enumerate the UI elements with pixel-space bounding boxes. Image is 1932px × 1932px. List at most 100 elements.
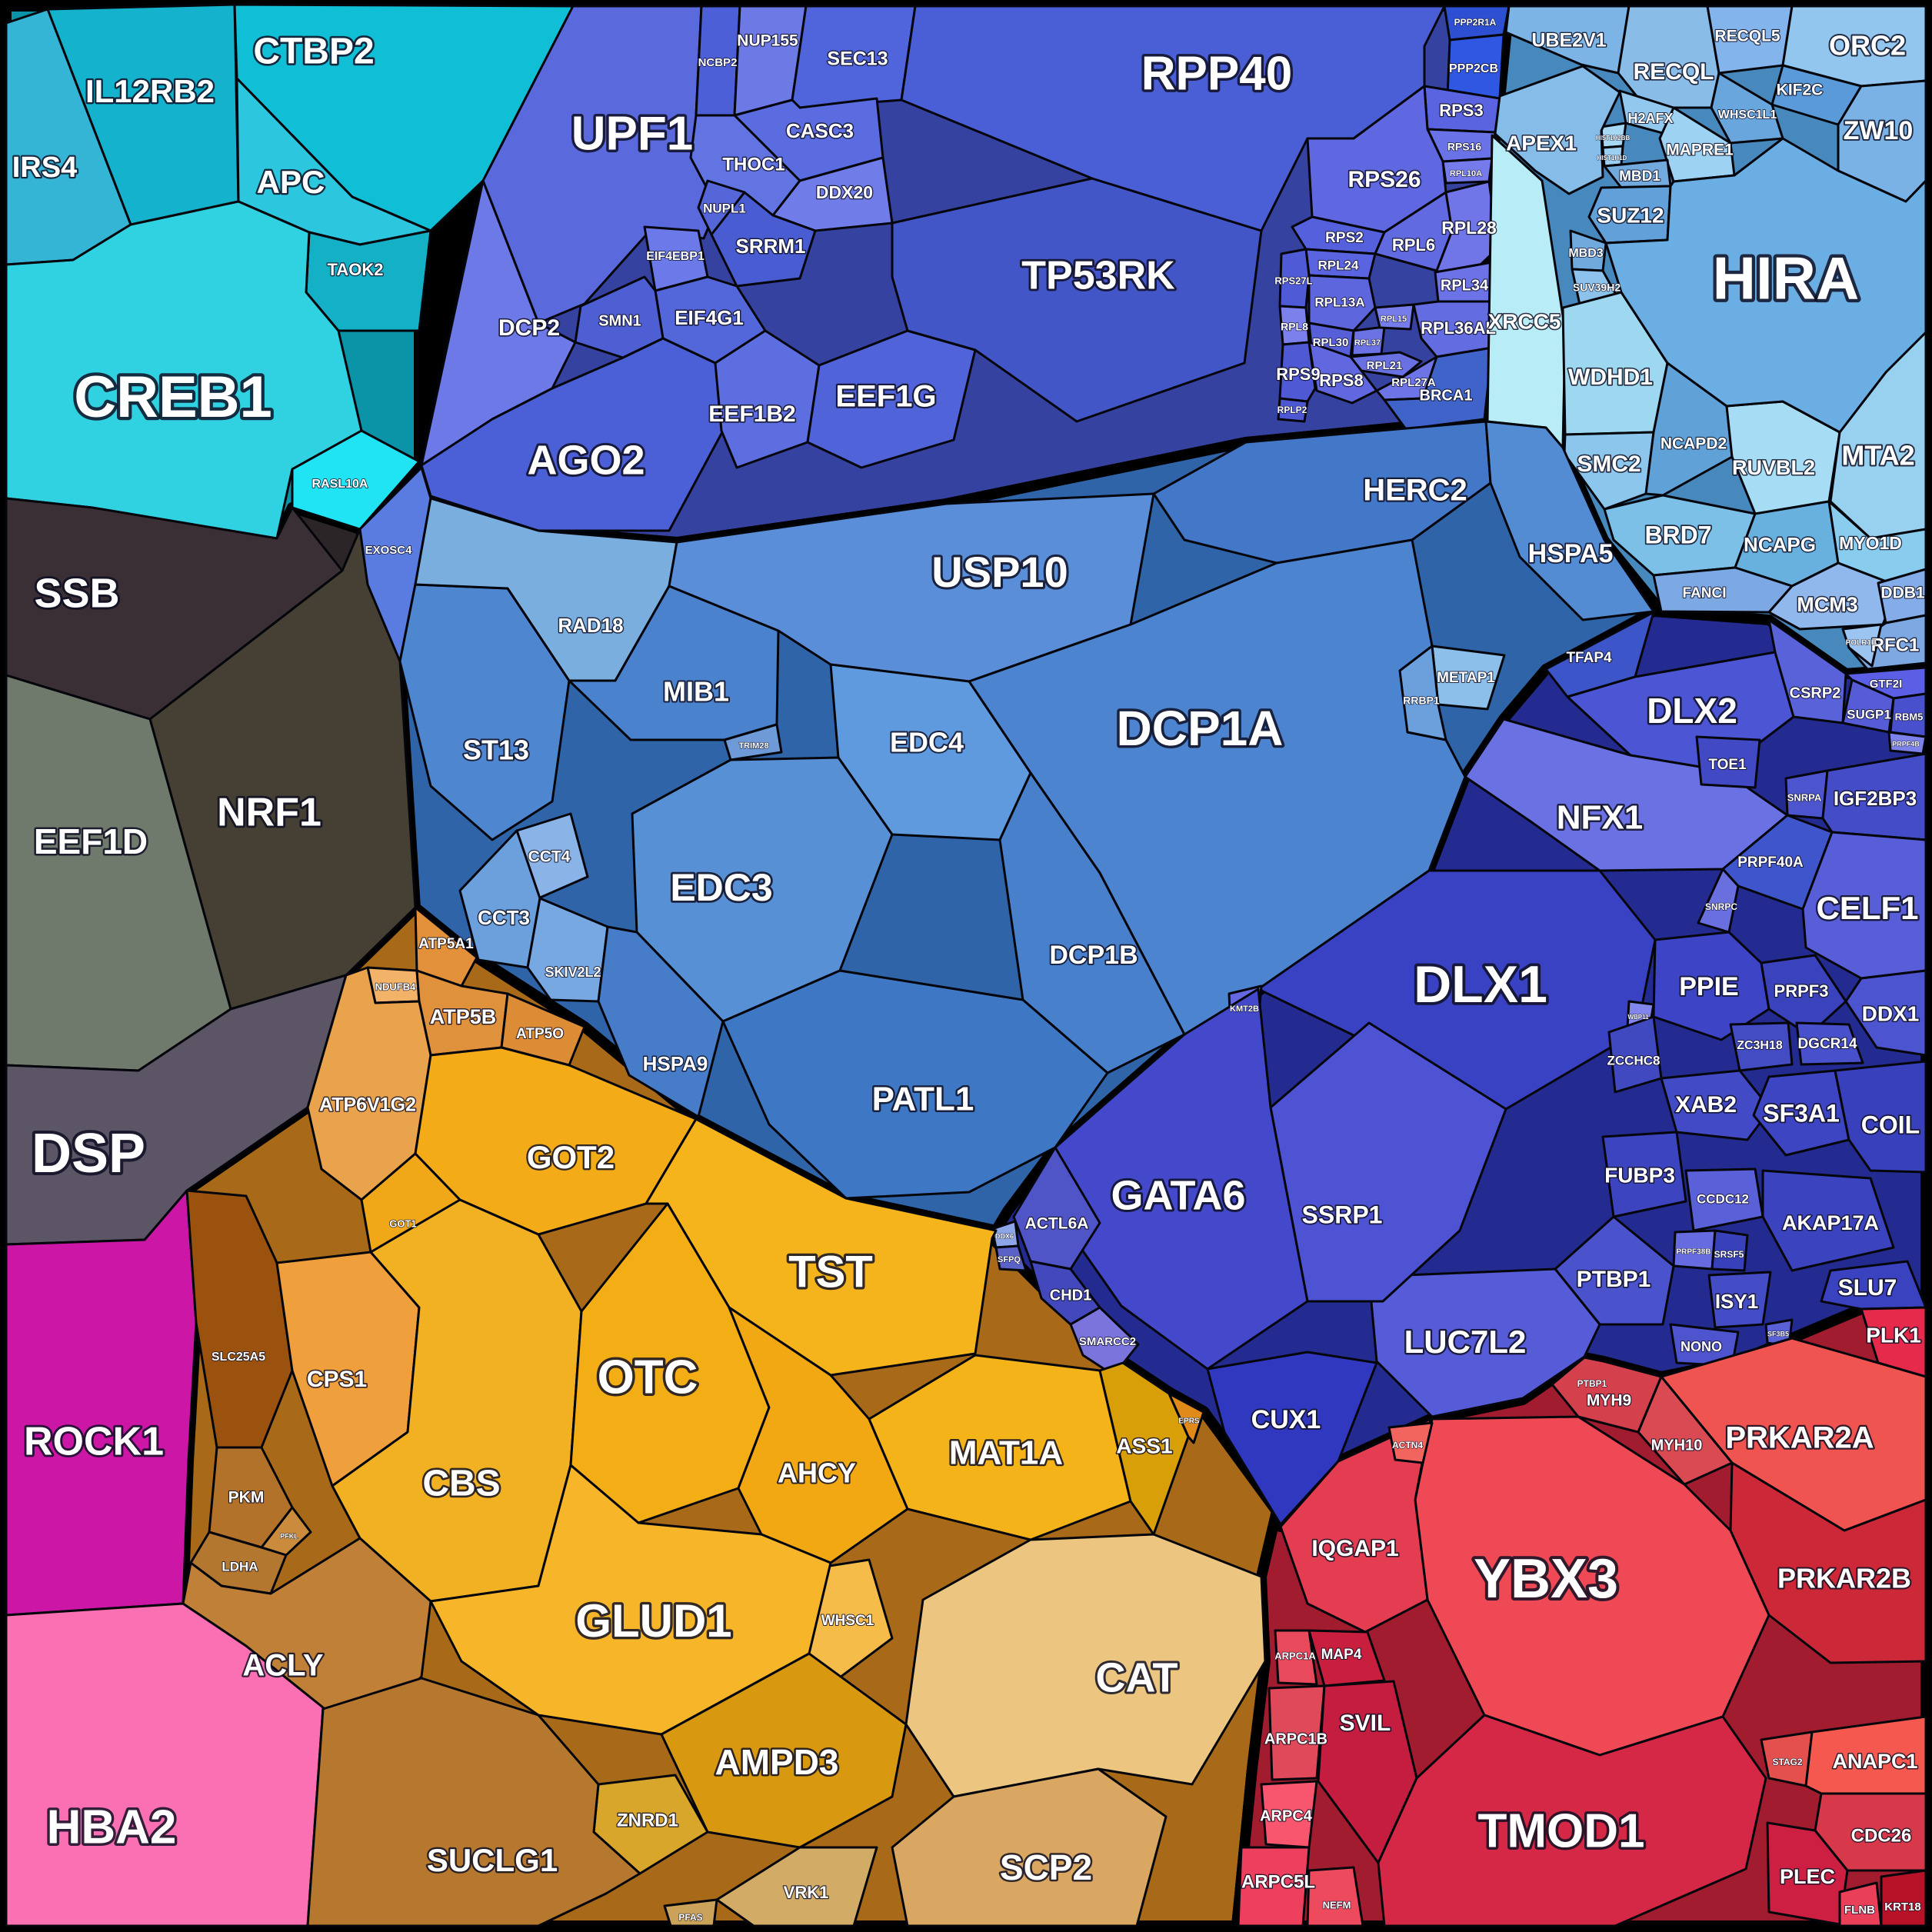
cell-KRT18[interactable] [1880, 1869, 1927, 1927]
cell-GATA6[interactable] [1054, 988, 1309, 1371]
cell-RPL15[interactable] [1374, 303, 1415, 331]
label-CUX1: CUX1 [1251, 1405, 1321, 1434]
label-CHD1: CHD1 [1050, 1287, 1091, 1304]
cell-RPLP2[interactable] [1277, 397, 1309, 423]
label-PRKAR2A: PRKAR2A [1725, 1421, 1874, 1455]
label-NCBP2: NCBP2 [698, 56, 738, 69]
cell-layer [5, 3, 1927, 1927]
label-RPP40: RPP40 [1141, 47, 1292, 100]
cell-SRRM1[interactable] [710, 191, 817, 288]
cell-EPRS[interactable] [1168, 1392, 1205, 1444]
cell-MBD1[interactable] [1603, 158, 1672, 189]
label-CSRP2: CSRP2 [1790, 685, 1841, 701]
label-THOC1: THOC1 [722, 154, 784, 175]
cell-POLR1B[interactable] [1841, 623, 1883, 668]
label-IRS4: IRS4 [12, 152, 77, 184]
cell-PFAS[interactable] [663, 1898, 718, 1927]
cell-XAB2[interactable] [1660, 1069, 1772, 1141]
cell-GLUD1[interactable] [429, 1464, 832, 1736]
cell-SRSF5[interactable] [1710, 1229, 1749, 1272]
cell-SLC25A5[interactable] [185, 1189, 294, 1449]
label-USP10: USP10 [931, 548, 1068, 596]
label-CBS: CBS [422, 1464, 500, 1504]
cell-RPS9[interactable] [1278, 341, 1317, 403]
label-layer: IRS4 IL12RB2 CTBP2 APC TAOK2 CREB1 RASL10A SSB N… [11, 17, 1926, 1924]
label-EIF4EBP1: EIF4EBP1 [646, 250, 705, 263]
label-GTF2I: GTF2I [1870, 678, 1903, 691]
cell-SFPQ[interactable] [994, 1244, 1028, 1272]
cell-DDX20[interactable] [771, 156, 894, 232]
label-NEFM: NEFM [1323, 1899, 1351, 1910]
label-SRSF5: SRSF5 [1714, 1249, 1744, 1260]
cell-ROCK1[interactable] [5, 1189, 198, 1617]
cell-ISY1[interactable] [1707, 1271, 1772, 1329]
label-ACTN4: ACTN4 [1392, 1440, 1423, 1451]
cell-MIB1[interactable] [568, 585, 780, 741]
cell-DDX1[interactable] [1844, 969, 1927, 1057]
cell-PRPF3[interactable] [1760, 954, 1847, 1037]
cell-TOE1[interactable] [1695, 735, 1761, 789]
cell-COIL[interactable] [1834, 1060, 1927, 1174]
cell-DGCR14[interactable] [1795, 1021, 1864, 1066]
cell-APEX1[interactable] [1494, 65, 1621, 195]
cell-CSRP2[interactable] [1767, 618, 1847, 724]
cell-ARPC1A[interactable] [1274, 1629, 1318, 1686]
cell-ZC3H18[interactable] [1729, 1021, 1794, 1072]
cell-CDC26[interactable] [1814, 1792, 1927, 1872]
label-CCDC12: CCDC12 [1697, 1191, 1749, 1206]
cell-ACTN4[interactable] [1387, 1421, 1434, 1464]
label-TST: TST [788, 1247, 873, 1297]
cell-ARPC5L[interactable] [1237, 1846, 1311, 1927]
label-SFPQ: SFPQ [998, 1255, 1021, 1264]
cell-SF3A1[interactable] [1752, 1069, 1850, 1157]
label-AHCY: AHCY [778, 1457, 856, 1489]
label-NUP155: NUP155 [737, 32, 798, 50]
cell-NEFM[interactable] [1306, 1866, 1364, 1927]
label-EDC4: EDC4 [890, 727, 964, 758]
cell-FUBP3[interactable] [1601, 1131, 1687, 1218]
cell-RECQL[interactable] [1617, 5, 1720, 109]
label-RPL28: RPL28 [1441, 218, 1497, 238]
label-NRF1: NRF1 [217, 791, 321, 835]
cell-ARPC1B[interactable] [1267, 1684, 1326, 1781]
label-PRPF38B: PRPF38B [1676, 1248, 1710, 1257]
label-PRKAR2B: PRKAR2B [1777, 1563, 1911, 1594]
label-SRRM1: SRRM1 [735, 235, 805, 258]
cell-RPS27L[interactable] [1278, 248, 1311, 309]
label-DCP2: DCP2 [498, 315, 560, 341]
label-ST13: ST13 [463, 734, 529, 766]
cell-TST[interactable] [645, 1118, 998, 1377]
cell-RPL13A[interactable] [1307, 274, 1377, 332]
cell-SMARCC2[interactable] [1069, 1306, 1140, 1377]
cell-RRBP1[interactable] [1398, 645, 1447, 741]
label-HERC2: HERC2 [1363, 474, 1467, 508]
label-HBA2: HBA2 [47, 1800, 177, 1854]
label-UPF1: UPF1 [571, 107, 693, 160]
label-EEF1G: EEF1G [835, 380, 936, 414]
cell-CAT[interactable] [904, 1533, 1267, 1798]
cell-UBE2V1[interactable] [1504, 5, 1631, 75]
cell-ACTL6A[interactable] [1012, 1146, 1101, 1271]
cell-HERC2[interactable] [1152, 420, 1492, 565]
cell-MAP4[interactable] [1307, 1629, 1386, 1687]
label-MBD3: MBD3 [1568, 247, 1603, 260]
label-ORC2: ORC2 [1829, 30, 1906, 62]
label-DSP: DSP [32, 1123, 145, 1184]
cell-PATL1[interactable] [721, 969, 1109, 1200]
cell-VRK1[interactable] [715, 1846, 878, 1927]
cell-AKAP17A[interactable] [1761, 1169, 1895, 1272]
label-SEC13: SEC13 [827, 48, 888, 70]
cell-IQGAP1[interactable] [1279, 1417, 1432, 1634]
cell-RASL10A[interactable] [291, 429, 421, 531]
cell-WHSC1L1[interactable] [1710, 72, 1784, 145]
cell-SUCLG1[interactable] [306, 1677, 641, 1927]
label-PRPF3: PRPF3 [1774, 981, 1829, 1001]
label-SKIV2L2: SKIV2L2 [545, 964, 601, 980]
cell-LUC7L2[interactable] [1367, 1267, 1601, 1418]
cell-TRIM28[interactable] [723, 723, 783, 761]
label-DCP1A: DCP1A [1117, 701, 1284, 756]
cell-PRPF40A[interactable] [1721, 814, 1834, 911]
cell-HIRA[interactable] [1604, 137, 1927, 434]
cell-TMOD1[interactable] [1377, 1714, 1767, 1927]
cell-SCP2[interactable] [891, 1767, 1168, 1927]
